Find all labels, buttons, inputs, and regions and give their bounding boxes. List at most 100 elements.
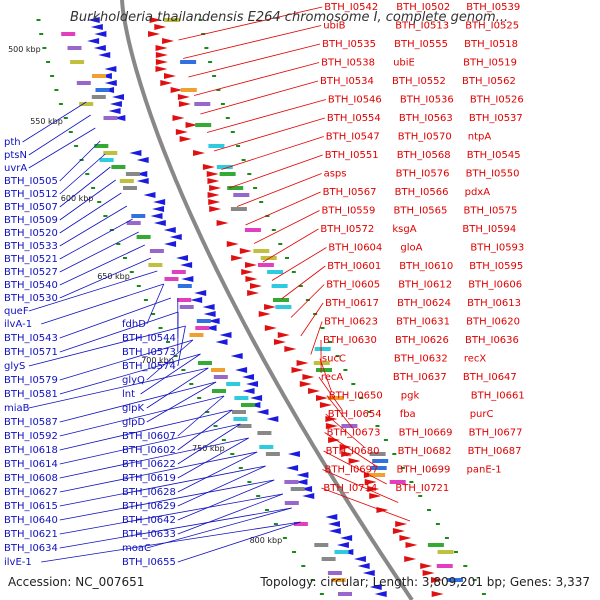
gene-label-right[interactable]: BTH_I0534	[320, 76, 374, 87]
gene-label-left[interactable]: uvrA	[4, 163, 27, 174]
gene-label-left[interactable]: BTH_I0512	[4, 189, 58, 200]
gene-label-left[interactable]: miaB	[4, 403, 30, 414]
gene-label-right[interactable]: BTH_I0550	[466, 169, 520, 180]
gene-label-left[interactable]: BTH_I0592	[4, 431, 58, 442]
gene-label-right[interactable]: BTH_I0721	[395, 483, 449, 494]
gene-label-left[interactable]: glpD	[122, 417, 145, 428]
gene-label-right[interactable]: recA	[321, 372, 344, 383]
gene-label-right[interactable]: BTH_I0562	[462, 76, 516, 87]
gene-label-right[interactable]: BTH_I0610	[399, 261, 453, 272]
gene-label-right[interactable]: BTH_I0661	[471, 391, 525, 402]
gene-label-right[interactable]: BTH_I0673	[327, 428, 381, 439]
gene-label-left[interactable]: lnt	[122, 389, 135, 400]
gene-label-left[interactable]: BTH_I0642	[122, 515, 176, 526]
gene-label-right[interactable]: BTH_I0647	[463, 372, 517, 383]
gene-label-left[interactable]: BTH_I0507	[4, 202, 58, 213]
gene-label-right[interactable]: ksgA	[392, 224, 416, 235]
gene-label-right[interactable]: BTH_I0682	[398, 446, 452, 457]
gene-label-right[interactable]: BTH_I0525	[465, 21, 519, 32]
gene-label-left[interactable]: BTH_I0633	[122, 529, 176, 540]
gene-label-left[interactable]: ilvE-1	[4, 557, 32, 568]
gene-label-left[interactable]: BTH_I0628	[122, 487, 176, 498]
gene-label-right[interactable]: BTH_I0699	[397, 465, 451, 476]
gene-label-right[interactable]: BTH_I0606	[468, 280, 522, 291]
gene-label-left[interactable]: BTH_I0634	[4, 543, 58, 554]
gene-label-right[interactable]: BTH_I0601	[327, 261, 381, 272]
gene-label-right[interactable]: BTH_I0537	[469, 113, 523, 124]
gene-label-left[interactable]: moaC	[122, 543, 151, 554]
gene-label-right[interactable]: BTH_I0617	[325, 298, 379, 309]
gene-label-right[interactable]: ubiB	[323, 21, 345, 32]
gene-label-left[interactable]: BTH_I0505	[4, 176, 58, 187]
gene-label-right[interactable]: BTH_I0637	[393, 372, 447, 383]
gene-label-right[interactable]: BTH_I0570	[398, 132, 452, 143]
gene-label-right[interactable]: BTH_I0546	[328, 95, 382, 106]
gene-label-right[interactable]: BTH_I0636	[465, 335, 519, 346]
gene-label-left[interactable]: glpK	[122, 403, 144, 414]
gene-label-right[interactable]: BTH_I0559	[322, 206, 376, 217]
gene-label-left[interactable]: BTH_I0520	[4, 228, 58, 239]
gene-label-right[interactable]: pgk	[401, 391, 420, 402]
gene-label-right[interactable]: BTH_I0545	[467, 150, 521, 161]
gene-label-right[interactable]: BTH_I0563	[399, 113, 453, 124]
gene-label-right[interactable]: BTH_I0567	[323, 187, 377, 198]
gene-label-left[interactable]: BTH_I0540	[4, 280, 58, 291]
gene-label-right[interactable]: BTH_I0535	[322, 39, 376, 50]
gene-label-right[interactable]: BTH_I0526	[470, 95, 524, 106]
gene-label-right[interactable]: BTH_I0654	[328, 409, 382, 420]
gene-label-right[interactable]: BTH_I0542	[324, 2, 378, 13]
gene-label-left[interactable]: BTH_I0521	[4, 254, 58, 265]
gene-label-right[interactable]: BTH_I0575	[464, 206, 518, 217]
gene-label-left[interactable]: BTH_I0618	[4, 445, 58, 456]
gene-label-right[interactable]: asps	[324, 169, 347, 180]
gene-label-right[interactable]: BTH_I0565	[394, 206, 448, 217]
gene-label-left[interactable]: BTH_I0655	[122, 557, 176, 568]
gene-label-left[interactable]: BTH_I0621	[4, 529, 58, 540]
gene-label-left[interactable]: BTH_I0530	[4, 293, 58, 304]
gene-label-left[interactable]: BTH_I0533	[4, 241, 58, 252]
gene-label-left[interactable]: BTH_I0579	[4, 375, 58, 386]
gene-label-right[interactable]: BTH_I0605	[326, 280, 380, 291]
gene-label-left[interactable]: BTH_I0509	[4, 215, 58, 226]
gene-label-left[interactable]: glyQ	[122, 375, 145, 386]
gene-label-right[interactable]: BTH_I0613	[467, 298, 521, 309]
gene-label-right[interactable]: BTH_I0536	[400, 95, 454, 106]
gene-label-right[interactable]: BTH_I0576	[396, 169, 450, 180]
gene-label-right[interactable]: recX	[464, 354, 487, 365]
gene-label-left[interactable]: BTH_I0622	[122, 459, 176, 470]
gene-label-left[interactable]: BTH_I0574	[122, 361, 176, 372]
gene-label-right[interactable]: pdxA	[465, 187, 491, 198]
gene-label-right[interactable]: BTH_I0502	[396, 2, 450, 13]
gene-label-right[interactable]: BTH_I0554	[327, 113, 381, 124]
gene-label-right[interactable]: BTH_I0632	[394, 354, 448, 365]
gene-label-right[interactable]: BTH_I0566	[395, 187, 449, 198]
gene-label-right[interactable]: BTH_I0714	[323, 483, 377, 494]
gene-label-right[interactable]: BTH_I0624	[397, 298, 451, 309]
gene-label-left[interactable]: BTH_I0627	[4, 487, 58, 498]
gene-label-left[interactable]: ilvA-1	[4, 319, 32, 330]
gene-label-right[interactable]: BTH_I0594	[462, 224, 516, 235]
gene-label-right[interactable]: BTH_I0604	[328, 243, 382, 254]
gene-label-right[interactable]: BTH_I0551	[325, 150, 379, 161]
gene-label-right[interactable]: BTH_I0626	[395, 335, 449, 346]
gene-label-left[interactable]: BTH_I0587	[4, 417, 58, 428]
gene-label-right[interactable]: BTH_I0568	[397, 150, 451, 161]
gene-label-right[interactable]: BTH_I0539	[466, 2, 520, 13]
gene-label-left[interactable]: pth	[4, 137, 21, 148]
gene-label-left[interactable]: BTH_I0602	[122, 445, 176, 456]
gene-label-right[interactable]: BTH_I0620	[466, 317, 520, 328]
gene-label-right[interactable]: purC	[470, 409, 494, 420]
gene-label-left[interactable]: BTH_I0543	[4, 333, 58, 344]
gene-label-left[interactable]: BTH_I0608	[4, 473, 58, 484]
gene-label-left[interactable]: BTH_I0571	[4, 347, 58, 358]
gene-label-right[interactable]: BTH_I0677	[469, 428, 523, 439]
gene-label-left[interactable]: BTH_I0615	[4, 501, 58, 512]
gene-label-right[interactable]: BTH_I0538	[321, 58, 375, 69]
gene-label-left[interactable]: BTH_I0607	[122, 431, 176, 442]
gene-label-right[interactable]: BTH_I0623	[324, 317, 378, 328]
gene-label-right[interactable]: BTH_I0650	[329, 391, 383, 402]
gene-label-left[interactable]: BTH_I0619	[122, 473, 176, 484]
gene-label-right[interactable]: BTH_I0519	[463, 58, 517, 69]
gene-label-left[interactable]: BTH_I0629	[122, 501, 176, 512]
